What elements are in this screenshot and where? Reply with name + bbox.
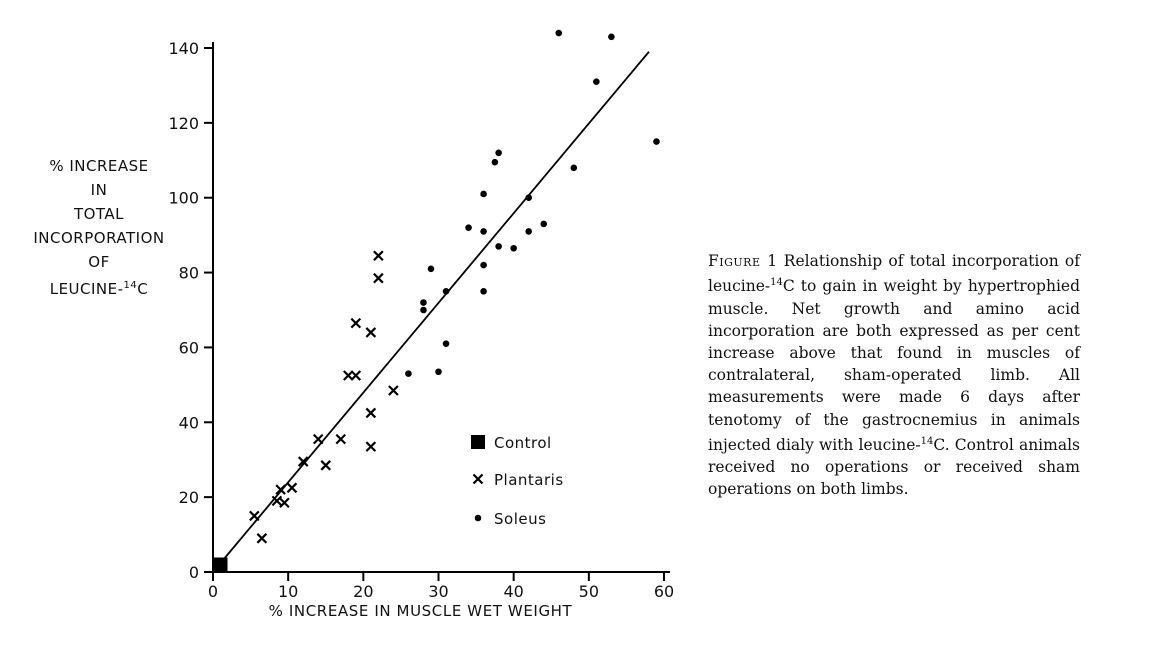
soleus-point <box>405 370 412 377</box>
figure-caption: Figure 1 Relationship of total incorpora… <box>708 250 1080 501</box>
plantaris-point <box>365 441 377 452</box>
plantaris-point <box>256 533 268 544</box>
x-tick-label: 40 <box>503 582 523 601</box>
x-tick-label: 60 <box>654 582 674 601</box>
y-axis-label-line: OF <box>88 253 110 271</box>
plantaris-point <box>388 385 399 396</box>
y-tick-label: 60 <box>179 338 199 357</box>
y-label-suffix: C <box>137 280 149 298</box>
y-tick-label: 80 <box>179 264 199 283</box>
plantaris-point <box>365 407 377 419</box>
y-tick-label: 100 <box>168 189 199 208</box>
legend-label-control: Control <box>494 434 552 452</box>
caption-superscript: 14 <box>770 277 783 289</box>
y-tick-label: 20 <box>179 488 199 507</box>
plantaris-point <box>320 460 332 471</box>
plantaris-point <box>286 482 298 494</box>
soleus-point <box>435 368 442 376</box>
soleus-point <box>442 287 450 295</box>
legend-label-soleus: Soleus <box>494 510 546 528</box>
x-tick-label: 0 <box>208 582 218 601</box>
soleus-point <box>480 190 487 198</box>
caption-text: Relationship of total incorporation of l… <box>708 252 1080 296</box>
regression-line <box>212 51 650 573</box>
soleus-point <box>442 340 450 347</box>
y-axis-label-line: IN <box>90 181 108 199</box>
soleus-point <box>525 228 532 235</box>
x-tick-label: 30 <box>428 582 448 601</box>
soleus-point <box>593 78 600 85</box>
caption-superscript: 14 <box>920 435 934 447</box>
y-axis-label-line: % INCREASE <box>49 157 149 175</box>
legend-label-plantaris: Plantaris <box>494 471 564 489</box>
soleus-point <box>465 224 472 231</box>
plantaris-point <box>297 456 309 467</box>
y-label-superscript: 14 <box>123 280 138 291</box>
caption-text: C. Control animals received no operation… <box>708 435 1080 499</box>
y-tick-label: 140 <box>168 39 199 58</box>
plantaris-point <box>312 433 324 445</box>
soleus-point <box>480 261 487 269</box>
soleus-point <box>427 265 435 273</box>
y-tick-label: 40 <box>179 413 199 432</box>
plantaris-point <box>279 497 290 509</box>
y-label-prefix: LEUCINE- <box>49 280 124 298</box>
plantaris-point <box>373 272 384 284</box>
soleus-point <box>540 220 548 228</box>
plantaris-point <box>365 327 377 338</box>
figure-label: Figure 1 <box>708 252 778 270</box>
plantaris-point <box>335 433 347 445</box>
y-axis-label-line: INCORPORATION <box>33 229 165 247</box>
legend-marker-control <box>471 435 485 449</box>
soleus-point <box>608 33 615 41</box>
soleus-point <box>495 149 502 157</box>
y-tick-label: 0 <box>189 563 199 582</box>
caption-text: C to gain in weight by hypertrophied mus… <box>708 277 1080 454</box>
y-axis-label-line: TOTAL <box>73 205 125 223</box>
x-tick-label: 20 <box>353 582 373 601</box>
control-point <box>213 557 228 572</box>
x-tick-label: 50 <box>579 582 599 601</box>
soleus-point <box>491 158 499 166</box>
soleus-point <box>480 287 487 295</box>
legend-marker-soleus <box>474 514 482 522</box>
soleus-point <box>495 243 502 250</box>
plantaris-point <box>271 495 283 507</box>
soleus-point <box>525 194 532 202</box>
y-axis-label-line-leucine: LEUCINE-14C <box>14 274 184 301</box>
legend-marker-plantaris <box>472 473 484 485</box>
soleus-point <box>420 299 427 306</box>
soleus-point <box>653 138 660 145</box>
plantaris-point <box>350 370 362 381</box>
plantaris-point <box>373 250 384 262</box>
plantaris-point <box>275 484 286 495</box>
y-axis-label: % INCREASE IN TOTAL INCORPORATION OF LEU… <box>14 154 184 301</box>
soleus-point <box>420 306 427 314</box>
scatter-plot: 0 20 40 60 80 100 120 140 0 10 20 30 40 50 60 % INCREAS… <box>168 29 674 620</box>
plantaris-point <box>350 317 362 329</box>
x-tick-label: 10 <box>278 582 298 601</box>
soleus-point <box>555 29 563 37</box>
x-axis-label: % INCREASE IN MUSCLE WET WEIGHT <box>269 602 573 620</box>
y-tick-label: 120 <box>168 114 199 133</box>
soleus-point <box>510 244 517 252</box>
soleus-point <box>570 164 578 172</box>
plantaris-point <box>249 510 260 522</box>
soleus-point <box>480 228 487 235</box>
